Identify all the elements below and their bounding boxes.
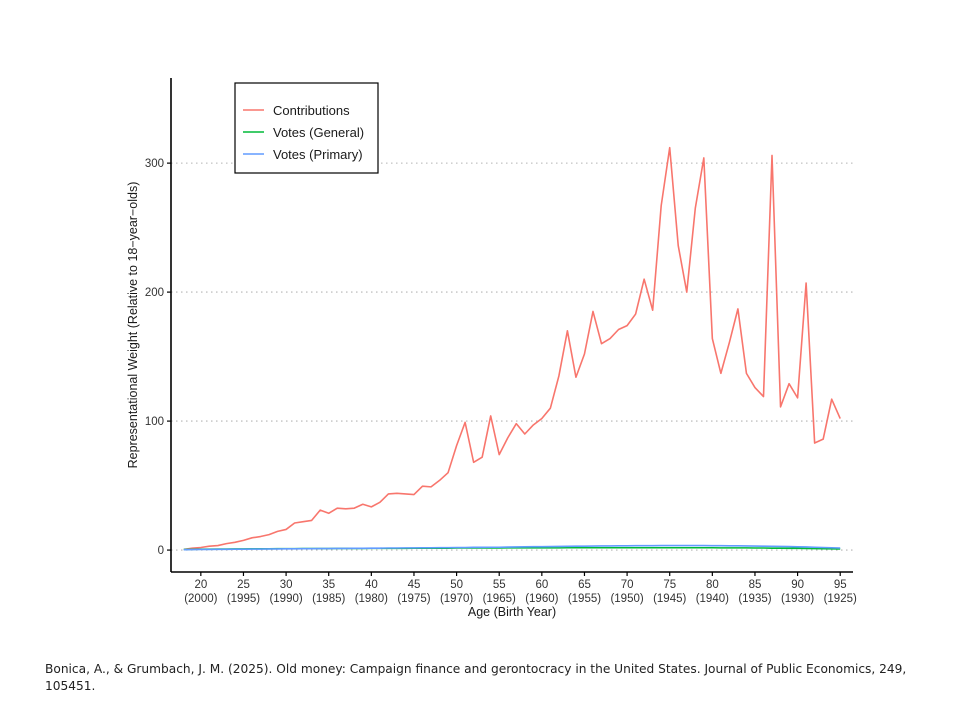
citation: Bonica, A., & Grumbach, J. M. (2025). Ol… xyxy=(45,662,907,693)
x-tick-label: 35 xyxy=(322,579,335,591)
chart: 0 100 200 300 20 (2000) 25 (1995) 30 (1990) 35 (19… xyxy=(126,78,857,619)
x-tick-label: 50 xyxy=(450,579,463,591)
legend-label-votes-primary: Votes (Primary) xyxy=(273,147,363,162)
x-tick-label: 75 xyxy=(663,579,676,591)
x-tick-label: 65 xyxy=(578,579,591,591)
x-tick-sublabel: (1960) xyxy=(525,593,558,605)
x-tick-sublabel: (1950) xyxy=(610,593,643,605)
x-tick-label: 70 xyxy=(621,579,634,591)
x-tick-sublabel: (1925) xyxy=(824,593,857,605)
x-tick-label: 45 xyxy=(408,579,421,591)
y-axis-title: Representational Weight (Relative to 18−… xyxy=(126,182,140,469)
x-tick-sublabel: (1980) xyxy=(355,593,388,605)
x-tick-label: 60 xyxy=(535,579,548,591)
x-tick-label: 55 xyxy=(493,579,506,591)
x-tick-sublabel: (1955) xyxy=(568,593,601,605)
x-tick-label: 85 xyxy=(749,579,762,591)
x-tick-sublabel: (1985) xyxy=(312,593,345,605)
x-tick-label: 95 xyxy=(834,579,847,591)
series-line-contributions-points xyxy=(183,147,841,550)
x-axis-title: Age (Birth Year) xyxy=(468,605,556,619)
x-tick-label: 40 xyxy=(365,579,378,591)
x-tick-sublabel: (2000) xyxy=(184,593,217,605)
x-tick-label: 20 xyxy=(194,579,207,591)
y-tick-label: 100 xyxy=(145,416,164,428)
gridlines xyxy=(171,162,853,551)
x-tick-sublabel: (1970) xyxy=(440,593,473,605)
x-tick-label: 25 xyxy=(237,579,250,591)
series-line-votes-primary-points xyxy=(183,545,841,550)
x-tick-sublabel: (1965) xyxy=(483,593,516,605)
x-tick-label: 90 xyxy=(791,579,804,591)
y-tick-label: 300 xyxy=(145,158,164,170)
x-tick-sublabel: (1935) xyxy=(738,593,771,605)
x-tick-sublabel: (1990) xyxy=(269,593,302,605)
series-lines xyxy=(183,146,841,551)
y-tick-label: 200 xyxy=(145,287,164,299)
series-line-votes-primary xyxy=(183,544,841,551)
legend-label-contributions: Contributions xyxy=(273,103,350,118)
x-tick-label: 30 xyxy=(280,579,293,591)
x-tick-sublabel: (1995) xyxy=(227,593,260,605)
x-tick-sublabel: (1945) xyxy=(653,593,686,605)
y-tick-label: 0 xyxy=(158,545,164,557)
x-tick-sublabel: (1930) xyxy=(781,593,814,605)
x-tick-sublabel: (1940) xyxy=(696,593,729,605)
x-tick-label: 80 xyxy=(706,579,719,591)
legend: Contributions Votes (General) Votes (Pri… xyxy=(234,82,379,174)
y-axis-ticks: 0 100 200 300 xyxy=(145,158,171,557)
legend-box xyxy=(234,82,379,174)
x-tick-sublabel: (1975) xyxy=(397,593,430,605)
series-line-contributions xyxy=(183,146,841,551)
x-axis-ticks: 20 (2000) 25 (1995) 30 (1990) 35 (1985) 40 (1980)… xyxy=(184,572,857,605)
legend-label-votes-general: Votes (General) xyxy=(273,125,364,140)
